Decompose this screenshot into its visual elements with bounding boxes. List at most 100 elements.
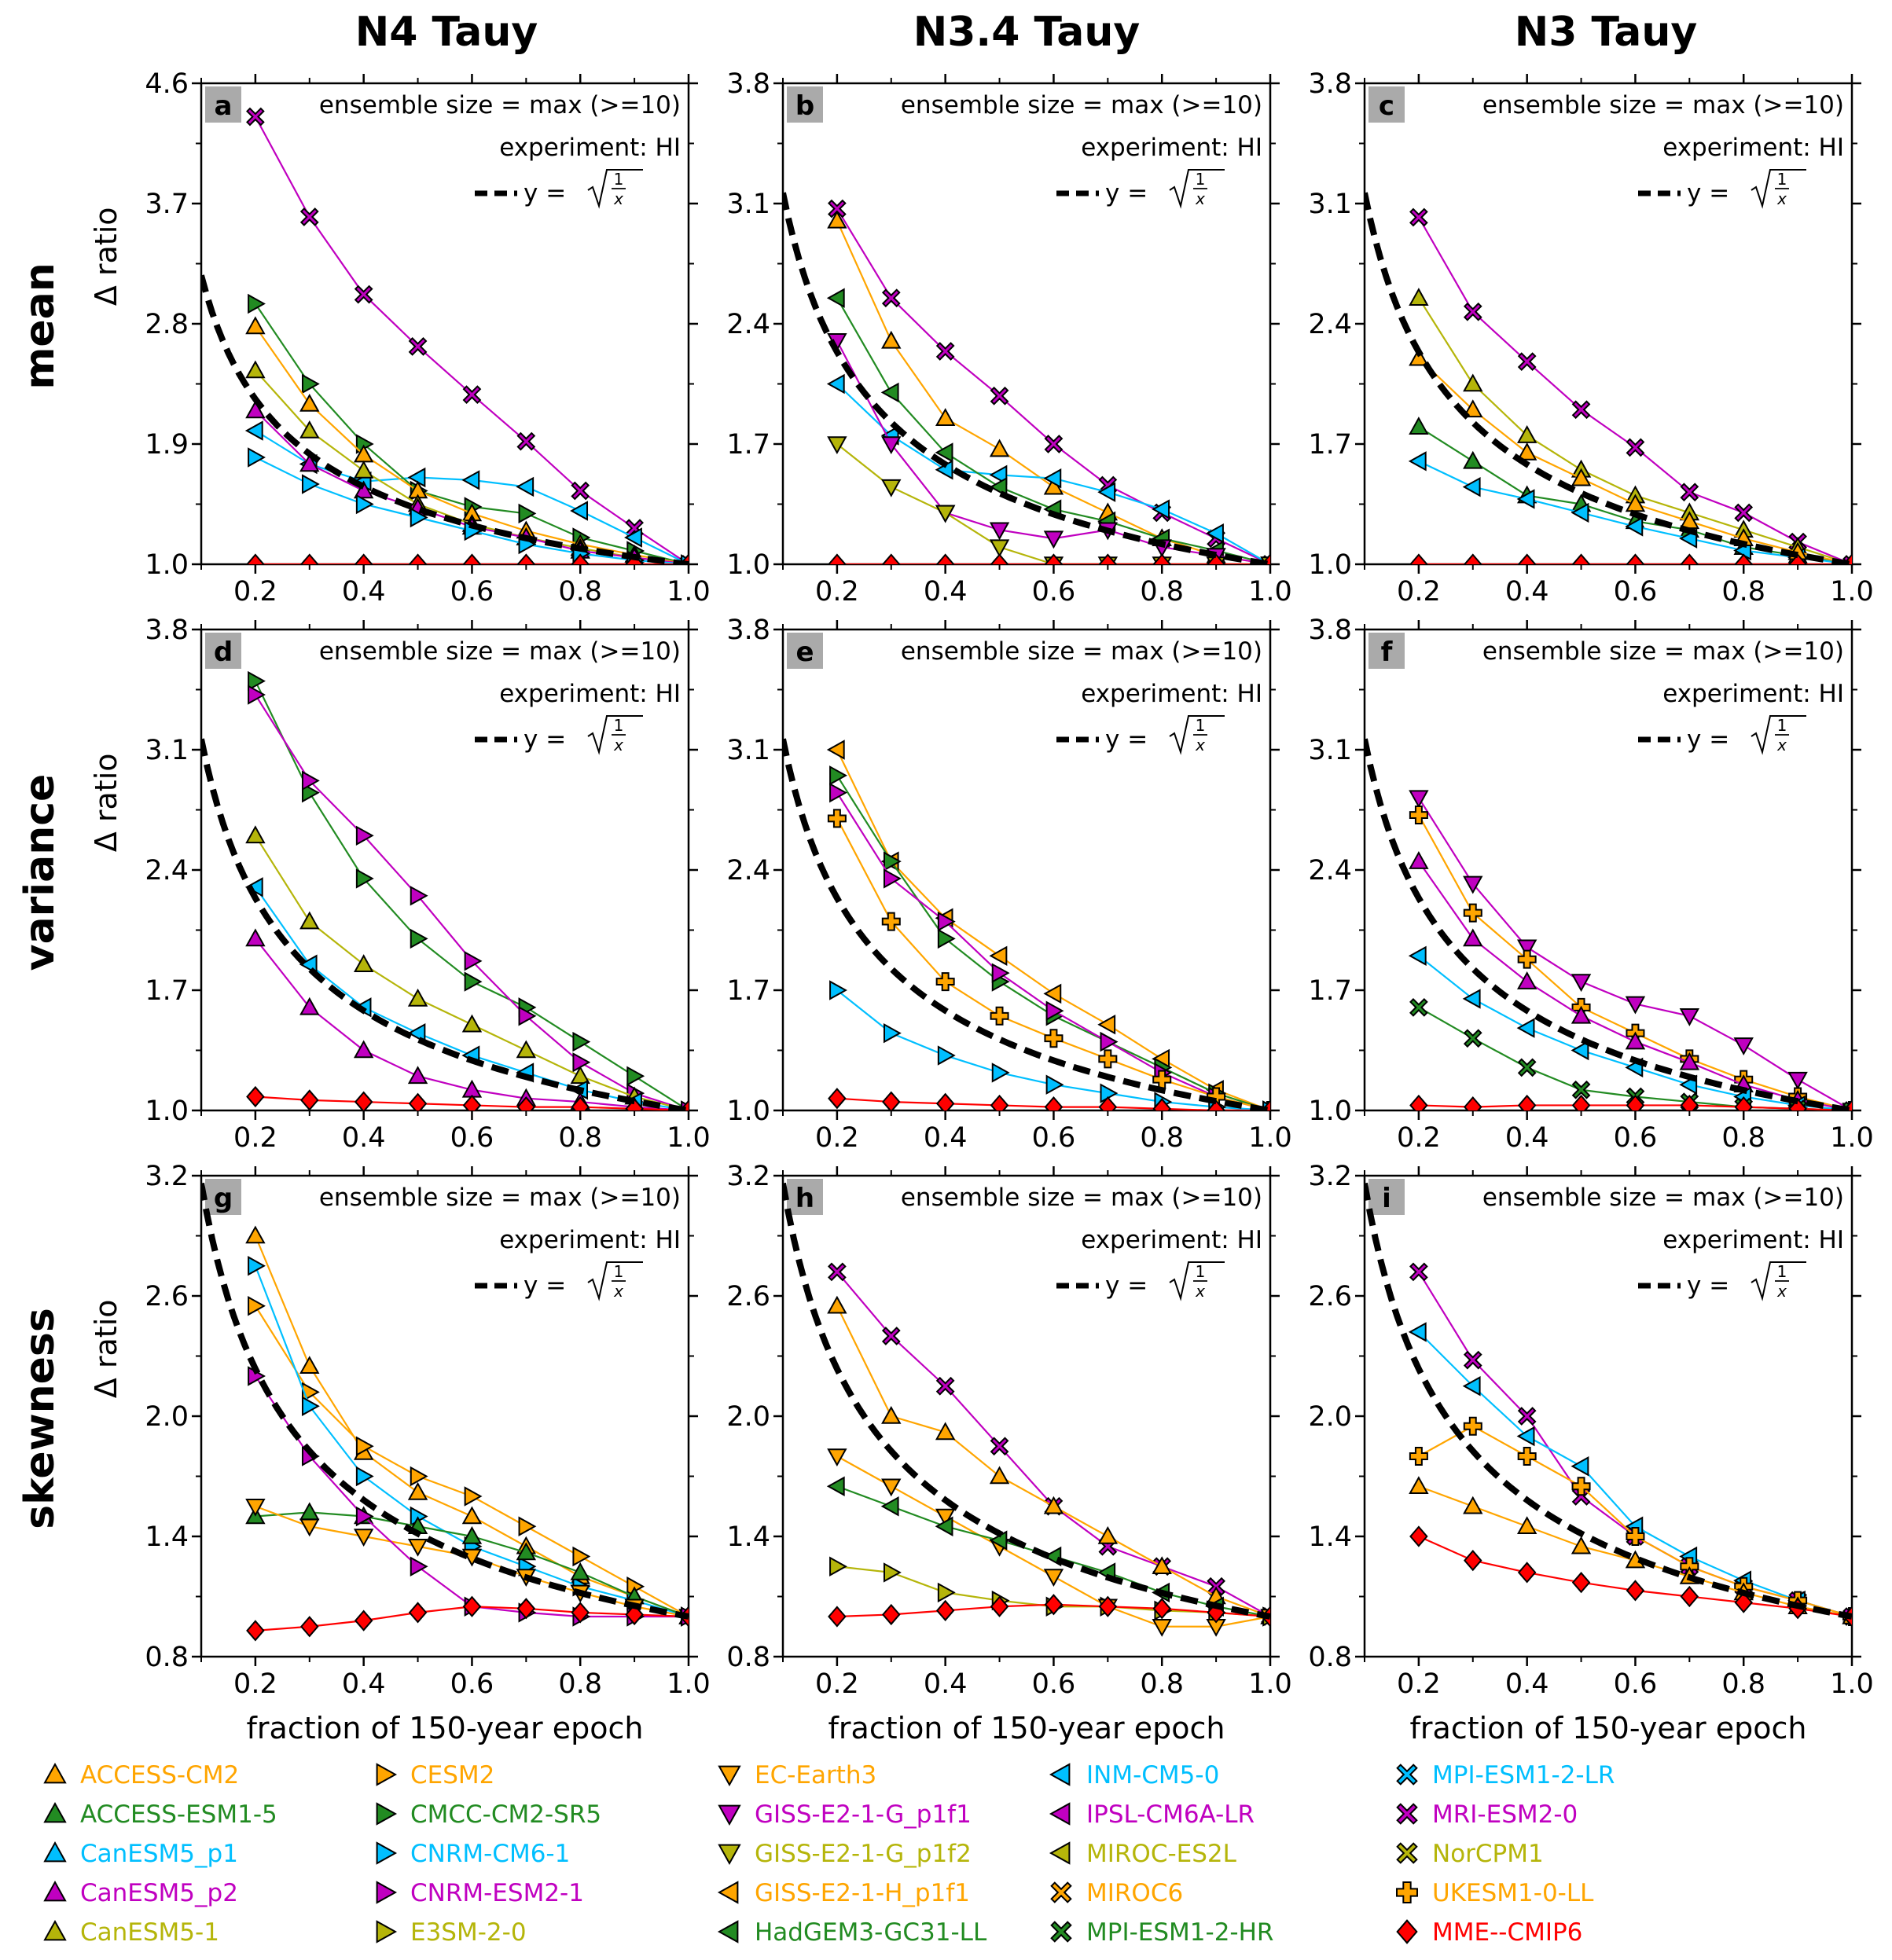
y-tick-label: 2.0 [1308,1401,1352,1433]
experiment-annotation: experiment: HI [1081,134,1262,162]
legend-label: INM-CM5-0 [1086,1761,1219,1789]
data-point-MME--CMIP6 [1788,553,1807,564]
panel-label: h [795,1183,814,1214]
data-point-HadGEM3-GC31-LL [826,1476,845,1496]
column-title-n3: N3 Tauy [1515,9,1698,56]
legend-marker [1396,1919,1418,1944]
legend-item: CanESM5_p1 [43,1840,238,1868]
legend-label: E3SM-2-0 [410,1918,527,1947]
x-tick-label: 0.2 [815,1122,859,1154]
legend-item: E3SM-2-0 [376,1918,527,1947]
data-point-MRI-ESM2-0 [990,1437,1009,1456]
data-point-MME--CMIP6 [1207,553,1225,564]
data-point-MME--CMIP6 [935,1599,955,1621]
legend-label: CMCC-CM2-SR5 [410,1800,601,1829]
data-point-MME--CMIP6 [1044,1594,1064,1616]
data-point-CNRM-CM6-1 [829,980,847,1000]
data-point-MME--CMIP6 [1152,553,1171,564]
data-point-MME--CMIP6 [1152,1098,1171,1110]
data-point-MME--CMIP6 [1098,553,1118,564]
legend-marker [43,1801,67,1823]
data-point-ACCESS-CM2 [881,330,902,349]
sqrt-sign [1169,715,1225,755]
legend-item: CanESM5_p2 [43,1879,238,1907]
legend-item: MRI-ESM2-0 [1396,1800,1578,1829]
data-point-INM-CM5-0 [461,470,480,490]
data-point-MME--CMIP6 [1152,1598,1171,1620]
data-point-MME--CMIP6 [1464,1549,1482,1572]
y-tick-label: 3.7 [145,189,189,220]
data-point-MME--CMIP6 [1044,1096,1064,1110]
data-point-CNRM-ESM2-1 [991,963,1010,983]
data-point-CNRM-ESM2-1 [355,1506,374,1527]
legend-marker [376,1920,398,1943]
y-tick-label: 1.0 [726,549,770,581]
x-tick-label: 1.0 [667,1122,711,1154]
data-point-EC-Earth3 [827,1448,847,1467]
x-tick-label: 1.0 [1248,576,1292,607]
legend-marker [718,1804,741,1826]
data-point-MME--CMIP6 [1409,1525,1428,1547]
fit-legend-label: y = [1105,179,1148,207]
panel-h: 0.8 1.4 2.0 2.6 3.2 0.2 0.4 0.6 0.8 1.0 fraction o… [726,1161,1292,1745]
data-point-CanESM5-1 [299,911,320,930]
x-tick-label: 0.8 [1140,1122,1184,1154]
y-tick-label: 3.2 [145,1161,189,1192]
data-point-MME--CMIP6 [246,1620,265,1642]
data-point-HadGEM3-GC31-LL [935,1516,953,1536]
fit-legend-label: y = [524,725,566,754]
data-point-CNRM-CM6-1 [301,474,320,494]
data-point-GISS-E2-1-G_p1f1 [1787,1071,1808,1090]
series-line-CMCC-CM2-SR5 [254,681,689,1110]
panel-label: d [214,637,233,668]
data-point-ACCESS-CM2 [1409,1476,1429,1495]
data-point-MME--CMIP6 [1517,1562,1537,1584]
y-tick-label: 3.8 [726,68,770,100]
data-point-ACCESS-ESM1-5 [461,1525,483,1544]
data-point-MRI-ESM2-0 [990,386,1009,406]
row-title-mean: mean [17,262,64,390]
fit-legend-label: y = [1687,179,1729,207]
series-line-INM-CM5-0 [254,886,689,1110]
data-point-MME--CMIP6 [354,1609,373,1631]
data-point-MME--CMIP6 [246,553,265,564]
fit-legend-label: y = [524,179,566,207]
data-point-HadGEM3-GC31-LL [880,382,899,403]
x-tick-label: 0.4 [342,1122,386,1154]
legend-label: GISS-E2-1-G_p1f1 [755,1800,972,1829]
x-tick-label: 1.0 [1830,1122,1874,1154]
data-point-CMCC-CM2-SR5 [248,670,266,692]
y-axis-label: Δ ratio [89,207,123,306]
data-point-INM-CM5-0 [407,467,426,488]
data-point-MRI-ESM2-0 [1409,207,1428,227]
y-tick-label: 0.8 [726,1642,770,1673]
data-point-MRI-ESM2-0 [1044,435,1064,453]
legend-label: CanESM5-1 [80,1918,219,1947]
legend-label: CanESM5_p1 [80,1840,238,1868]
y-tick-label: 2.4 [1308,855,1352,886]
fit-curve [201,738,689,1110]
data-point-GISS-E2-1-G_p1f2 [881,479,902,497]
data-point-GISS-E2-1-G_p1f1 [1679,1008,1700,1026]
ensemble-annotation: ensemble size = max (>=10) [319,1184,681,1212]
data-point-MRI-ESM2-0 [1409,1262,1428,1282]
x-tick-label: 0.2 [815,576,859,607]
sqrt-sign [1751,1261,1806,1301]
data-point-INM-CM5-0 [1462,989,1481,1009]
legend-label: EC-Earth3 [755,1761,876,1789]
data-point-MME--CMIP6 [516,553,536,564]
x-tick-label: 0.2 [233,1668,277,1700]
legend-marker [717,1881,739,1904]
panel-label: g [214,1183,233,1214]
data-point-CMCC-CM2-SR5 [248,293,266,314]
data-point-INM-CM5-0 [624,527,642,548]
experiment-annotation: experiment: HI [499,680,681,708]
panel-label-box [205,1179,241,1215]
y-tick-label: 1.4 [726,1521,770,1553]
data-point-MRI-ESM2-0 [516,431,536,451]
sqrt-sign [1169,169,1225,209]
legend-item: INM-CM5-0 [1049,1761,1219,1789]
legend-label: ACCESS-CM2 [80,1761,239,1789]
data-point-GISS-E2-1-G_p1f2 [935,505,956,523]
column-title-n34: N3.4 Tauy [913,9,1141,56]
